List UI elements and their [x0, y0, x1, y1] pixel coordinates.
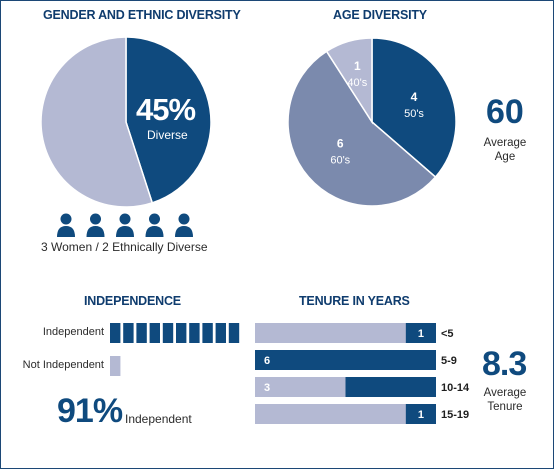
tenure-category-label-2: 10-14	[441, 382, 470, 394]
age-slice-label-1: 60's	[330, 155, 350, 167]
gender-percent-label: 45%	[136, 92, 196, 127]
gender-center-label: Diverse	[147, 128, 188, 142]
tenure-bar-3	[405, 404, 436, 424]
person-icon-body-1	[86, 226, 105, 237]
independent-block-2	[136, 323, 147, 343]
person-icon-body-4	[175, 226, 193, 237]
age-slice-label-0: 50's	[404, 108, 424, 120]
not-independent-label: Not Independent	[22, 359, 104, 371]
age-average-value: 60	[486, 93, 524, 131]
independent-block-1	[123, 323, 134, 343]
independent-block-5	[176, 323, 187, 343]
tenure-bar-value-0: 1	[418, 328, 424, 340]
person-icon-body-2	[116, 226, 134, 237]
person-icon-head-4	[178, 213, 190, 225]
tenure-track-0	[255, 323, 436, 343]
person-icon-body-0	[57, 226, 75, 237]
tenure-bar-value-1: 6	[264, 355, 270, 367]
tenure-category-label-1: 5-9	[441, 355, 457, 367]
tenure-category-label-0: <5	[441, 328, 454, 340]
tenure-average-value: 8.3	[482, 345, 527, 383]
person-icon-body-3	[145, 226, 164, 237]
tenure-bar-value-2: 3	[264, 382, 270, 394]
gender-caption: 3 Women / 2 Ethnically Diverse	[41, 240, 208, 254]
person-icon-head-0	[60, 213, 72, 225]
gender-title: GENDER AND ETHNIC DIVERSITY	[43, 8, 241, 22]
gender-pie-slice-1	[40, 36, 154, 208]
independent-block-9	[228, 323, 240, 343]
independent-block-0	[110, 323, 121, 343]
person-icon-head-3	[149, 213, 160, 225]
independence-title: INDEPENDENCE	[84, 294, 181, 308]
age-pie-slice-0	[371, 37, 457, 179]
age-slice-count-1: 6	[337, 137, 344, 151]
tenure-average-label-line1: Average	[483, 387, 527, 399]
independence-percent: 91%	[57, 392, 123, 430]
person-icon-head-2	[119, 213, 131, 225]
tenure-average-label: Average Tenure	[472, 386, 538, 414]
age-slice-count-0: 4	[411, 90, 418, 104]
tenure-bar-1	[255, 350, 436, 370]
tenure-category-label-3: 15-19	[441, 409, 469, 421]
independent-block-3	[149, 323, 160, 343]
age-average-label-line1: Average	[483, 137, 527, 149]
tenure-bar-0	[405, 323, 436, 343]
independent-block-6	[189, 323, 200, 343]
tenure-average-label-line2: Tenure	[487, 401, 523, 413]
tenure-title: TENURE IN YEARS	[299, 294, 410, 308]
age-title: AGE DIVERSITY	[333, 8, 427, 22]
tenure-bar-2	[345, 377, 436, 397]
age-slice-label-2: 40's	[347, 77, 367, 89]
independent-block-8	[215, 323, 226, 343]
age-slice-count-2: 1	[354, 59, 361, 73]
gender-pie-slice-0	[125, 36, 212, 204]
independence-percent-caption: Independent	[125, 412, 192, 426]
tenure-track-3	[255, 404, 436, 424]
age-average-label-line2: Age	[494, 151, 516, 163]
tenure-bar-value-3: 1	[418, 409, 424, 421]
independent-block-7	[202, 323, 213, 343]
age-pie-slice-1	[287, 50, 437, 207]
not-independent-block-0	[110, 356, 121, 376]
age-pie-slice-2	[325, 37, 373, 125]
independent-block-4	[162, 323, 174, 343]
independent-label: Independent	[42, 326, 104, 338]
person-icon-head-1	[90, 213, 101, 225]
age-average-label: Average Age	[472, 136, 538, 164]
